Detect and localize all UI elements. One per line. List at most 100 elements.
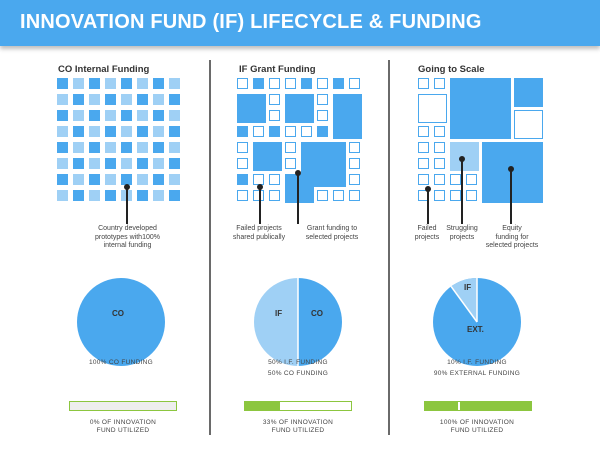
project-tile <box>253 142 282 171</box>
project-tile <box>73 174 84 185</box>
project-tile <box>434 126 445 137</box>
caption-failed-projects: Failed projects <box>414 225 440 241</box>
project-tile <box>153 142 164 153</box>
project-tile <box>269 190 280 201</box>
pie-slice-co <box>77 278 165 366</box>
project-tile <box>153 158 164 169</box>
project-tile <box>434 142 445 153</box>
project-tile <box>137 142 148 153</box>
project-tile <box>105 142 116 153</box>
project-tile <box>137 190 148 201</box>
project-tile <box>121 78 132 89</box>
project-tile <box>121 126 132 137</box>
project-tile <box>169 94 180 105</box>
project-tile <box>105 174 116 185</box>
project-tile <box>418 190 429 201</box>
funding-pie-co-internal <box>77 278 165 366</box>
project-tile <box>137 94 148 105</box>
callout-line <box>510 168 512 224</box>
project-tile <box>57 174 68 185</box>
project-tile <box>57 158 68 169</box>
project-tile <box>169 174 180 185</box>
project-tile <box>89 110 100 121</box>
fund-utilized-bar-fill <box>245 402 280 410</box>
column-title-co-internal: CO Internal Funding <box>58 64 150 75</box>
project-tile <box>237 126 248 137</box>
pie-label-ext: EXT. <box>467 325 484 334</box>
callout-dot <box>459 156 465 162</box>
project-tile <box>450 78 511 139</box>
project-tile <box>57 94 68 105</box>
project-tile <box>418 126 429 137</box>
funding-line: 50% I.F. FUNDING <box>268 359 328 366</box>
project-tile <box>105 78 116 89</box>
project-tile <box>333 190 344 201</box>
project-tile <box>73 110 84 121</box>
project-tile <box>434 174 445 185</box>
fund-utilized-caption: 100% OF INNOVATION FUND UTILIZED <box>439 419 515 434</box>
project-tile <box>418 158 429 169</box>
caption-failed-projects: Failed projects shared publically <box>232 225 286 241</box>
project-tile <box>137 158 148 169</box>
column-title-if-grant: IF Grant Funding <box>239 64 316 75</box>
project-tile <box>137 110 148 121</box>
project-tile <box>333 78 344 89</box>
fund-utilized-bar-fill <box>425 402 531 410</box>
pie-label-if: IF <box>275 309 283 318</box>
project-tile <box>89 94 100 105</box>
project-tile <box>89 126 100 137</box>
callout-line <box>297 172 299 224</box>
project-tile <box>482 142 543 203</box>
project-tile <box>285 126 296 137</box>
project-tile <box>153 110 164 121</box>
project-tile <box>73 142 84 153</box>
callout-line <box>259 186 261 224</box>
callout-line <box>461 158 463 224</box>
project-tile <box>89 190 100 201</box>
project-tile <box>73 78 84 89</box>
fund-utilized-bar <box>424 401 532 411</box>
project-tile <box>301 78 312 89</box>
project-tile <box>434 190 445 201</box>
project-tile <box>349 174 360 185</box>
project-tile <box>418 174 429 185</box>
caption-equity-funding: Equity funding for selected projects <box>485 225 539 249</box>
callout-dot <box>425 186 431 192</box>
project-tile <box>349 78 360 89</box>
callout-line <box>427 188 429 224</box>
project-tile <box>466 174 477 185</box>
project-tile <box>73 126 84 137</box>
project-tile <box>105 158 116 169</box>
project-tile <box>237 174 248 185</box>
project-grid-if-grant <box>237 78 362 203</box>
project-tile <box>514 110 543 139</box>
project-tile <box>153 126 164 137</box>
project-grid-co-internal <box>57 78 181 202</box>
column-divider <box>209 60 211 435</box>
project-tile <box>105 94 116 105</box>
project-tile <box>89 174 100 185</box>
project-tile <box>317 78 328 89</box>
project-tile <box>73 94 84 105</box>
project-tile <box>57 78 68 89</box>
pie-label-co: CO <box>112 309 124 318</box>
page-title: INNOVATION FUND (IF) LIFECYCLE & FUNDING <box>20 11 482 33</box>
callout-dot <box>124 184 130 190</box>
project-tile <box>317 94 328 105</box>
pie-label-co: CO <box>311 309 323 318</box>
funding-line: 100% CO FUNDING <box>88 359 154 366</box>
project-tile <box>137 174 148 185</box>
callout-dot <box>295 170 301 176</box>
project-tile <box>169 126 180 137</box>
project-tile <box>269 126 280 137</box>
project-tile <box>169 190 180 201</box>
project-tile <box>169 142 180 153</box>
funding-pie-if-grant <box>254 278 342 366</box>
project-tile <box>169 158 180 169</box>
project-tile <box>514 78 543 107</box>
pie-slice-co <box>298 278 342 366</box>
callout-dot <box>257 184 263 190</box>
project-tile <box>466 190 477 201</box>
project-tile <box>121 158 132 169</box>
project-tile <box>153 174 164 185</box>
